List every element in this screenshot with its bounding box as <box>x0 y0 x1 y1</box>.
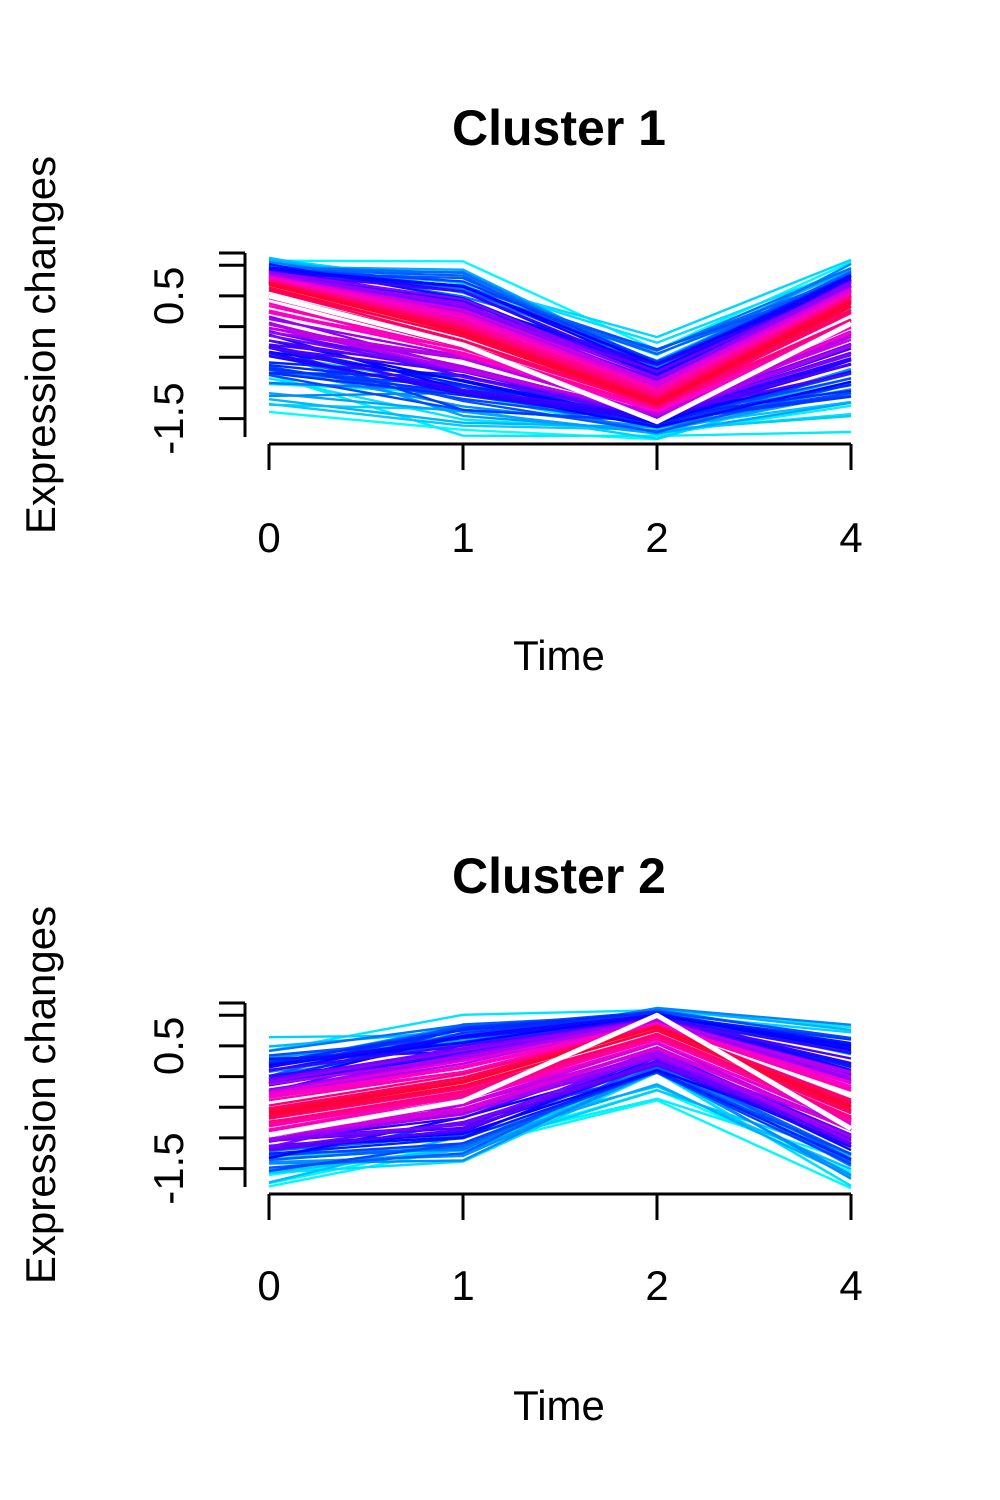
series-line <box>268 275 852 390</box>
series-line <box>268 1070 852 1157</box>
x-axis-label: Time <box>513 632 605 679</box>
expression-lines <box>268 1006 853 1190</box>
centroid-line <box>268 1012 853 1138</box>
series-line <box>268 333 852 429</box>
series-line <box>268 1010 852 1065</box>
series-line <box>268 382 852 436</box>
series-line <box>268 1018 852 1093</box>
x-tick-label: 1 <box>451 1262 474 1309</box>
axes: 0 1 2 4 -1.5 0.5 <box>145 251 863 561</box>
series-line <box>268 1023 852 1102</box>
axes: 0 1 2 4 -1.5 0.5 <box>145 1001 863 1309</box>
series-line <box>268 282 852 405</box>
series-line <box>268 286 852 406</box>
series-line <box>268 1024 852 1112</box>
series-line <box>268 1023 852 1099</box>
series-line <box>268 280 852 398</box>
x-axis-label: Time <box>513 1382 605 1429</box>
y-axis-label: Expression changes <box>17 906 64 1284</box>
centroid-line <box>268 293 853 425</box>
series-line <box>268 350 852 423</box>
series-line <box>268 402 852 432</box>
panel-cluster-2: Cluster 2 0 1 2 4 -1.5 0.5 Time Expression ch… <box>17 848 863 1429</box>
expression-lines <box>268 256 853 441</box>
panel-cluster-1: Cluster 1 0 1 2 4 -1.5 0.5 Time Expression ch… <box>17 100 863 679</box>
x-tick-label: 4 <box>839 1262 862 1309</box>
y-axis-label: Expression changes <box>17 156 64 534</box>
series-line <box>268 1013 852 1067</box>
x-tick-label: 4 <box>839 514 862 561</box>
x-tick-label: 2 <box>645 514 668 561</box>
y-tick-label: 0.5 <box>145 267 192 325</box>
series-line <box>268 1066 852 1180</box>
series-line <box>268 1052 852 1140</box>
series-line <box>268 1062 852 1150</box>
series-line <box>268 351 852 422</box>
series-line <box>268 1070 852 1161</box>
y-tick-label: -1.5 <box>145 1132 192 1204</box>
series-line <box>268 1026 852 1115</box>
y-tick-label: 0.5 <box>145 1017 192 1075</box>
x-tick-label: 1 <box>451 514 474 561</box>
chart-title: Cluster 1 <box>452 100 666 156</box>
series-line <box>268 345 852 423</box>
series-line <box>268 270 852 380</box>
x-tick-label: 0 <box>257 1262 280 1309</box>
y-tick-label: -1.5 <box>145 382 192 454</box>
x-tick-label: 2 <box>645 1262 668 1309</box>
series-line <box>268 289 852 407</box>
chart-title: Cluster 2 <box>452 848 666 904</box>
series-line <box>268 1021 852 1098</box>
series-line <box>268 373 852 438</box>
x-tick-label: 0 <box>257 514 280 561</box>
series-line <box>268 276 852 384</box>
series-line <box>268 279 852 395</box>
series-line <box>268 269 852 372</box>
